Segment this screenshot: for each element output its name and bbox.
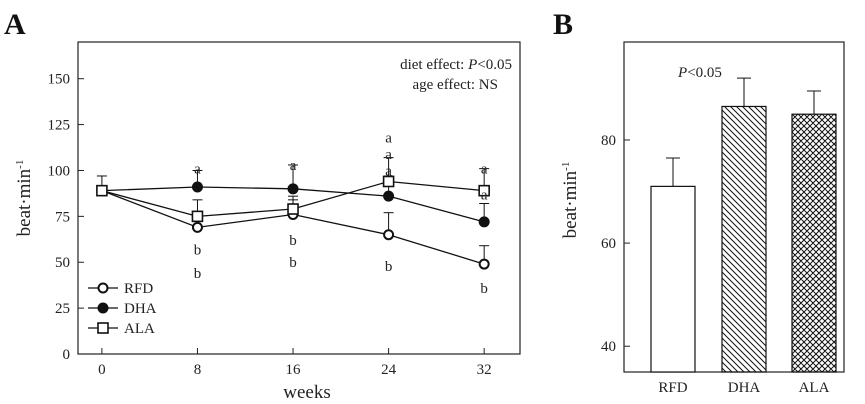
y-tick-label: 150 <box>48 72 71 88</box>
significance-letter: b <box>385 259 393 275</box>
series-rfd <box>101 190 490 265</box>
data-point-rfd <box>191 221 203 233</box>
panel-b-label: B <box>553 8 573 41</box>
significance-letter: b <box>194 242 202 258</box>
y-tick-label: 100 <box>48 163 71 179</box>
x-tick-label: 16 <box>286 362 302 378</box>
y-axis-title-a: beat·min-1 <box>14 160 35 237</box>
data-point-ala <box>191 210 204 223</box>
legend-label-ala: ALA <box>124 321 155 337</box>
x-tick-label: 24 <box>381 362 397 378</box>
significance-letter: a <box>481 162 488 178</box>
x-axis-a: 0 8 16 24 32 <box>98 348 492 378</box>
legend-marker-dha <box>97 302 109 314</box>
data-point-ala <box>96 184 108 197</box>
legend-marker-rfd <box>97 282 109 294</box>
plot-frame-a <box>77 41 521 355</box>
diet-effect-annotation: diet effect: P<0.05 <box>400 57 512 73</box>
y-tick-label-b: 60 <box>601 236 616 252</box>
data-point-rfd <box>383 229 395 241</box>
data-point-dha <box>383 190 395 202</box>
bar-chart-panel-b: 40 60 80 RFD DHA ALA P<0.05 beat·min-1 <box>560 41 845 396</box>
data-point-ala <box>287 203 299 215</box>
data-point-dha <box>287 183 299 195</box>
data-point-dha <box>191 181 203 193</box>
y-tick-label: 75 <box>55 209 70 225</box>
legend-a: RFD DHA ALA <box>88 281 157 337</box>
x-tick-label: 32 <box>477 362 492 378</box>
significance-letter: a <box>481 187 488 203</box>
panel-a-label: A <box>4 8 26 41</box>
data-point-rfd <box>478 258 490 270</box>
data-point-ala <box>382 175 395 188</box>
x-axis-b: RFD DHA ALA <box>658 380 829 396</box>
bar-ala <box>791 113 837 373</box>
bar-rfd <box>650 185 696 373</box>
series-group-a <box>96 157 490 270</box>
significance-letter: b <box>289 233 297 249</box>
bar-dha <box>721 105 767 373</box>
significance-letter: a <box>385 147 392 163</box>
x-axis-title-a: weeks <box>283 382 330 403</box>
bars-b <box>650 77 837 373</box>
y-tick-label: 125 <box>48 118 71 134</box>
significance-letter: a <box>290 158 297 174</box>
y-axis-title-b: beat·min-1 <box>560 162 581 239</box>
significance-letter: a <box>385 130 392 146</box>
significance-letter: a <box>385 163 392 179</box>
legend-label-rfd: RFD <box>124 281 153 297</box>
age-effect-annotation: age effect: NS <box>412 77 498 93</box>
legend-marker-ala <box>97 322 109 334</box>
y-tick-label: 25 <box>55 301 70 317</box>
data-point-ala <box>478 184 490 197</box>
significance-letter: b <box>480 281 488 297</box>
x-tick-label-b: DHA <box>728 380 761 396</box>
x-tick-label-b: RFD <box>658 380 687 396</box>
y-tick-label: 0 <box>63 347 71 363</box>
y-tick-label-b: 80 <box>601 133 616 149</box>
x-tick-label: 0 <box>98 362 106 378</box>
y-tick-label-b: 40 <box>601 339 616 355</box>
significance-letter: a <box>194 162 201 178</box>
x-tick-label: 8 <box>194 362 202 378</box>
y-axis-b: 40 60 80 <box>601 133 630 355</box>
significance-letter: b <box>194 266 202 282</box>
significance-letter: b <box>289 255 297 271</box>
y-tick-label: 50 <box>55 255 70 271</box>
markers-ala <box>96 175 490 223</box>
y-axis-a: 0 25 50 75 100 125 150 <box>48 72 84 363</box>
data-point-dha <box>478 216 490 228</box>
p-value-annotation-b: P<0.05 <box>677 65 722 81</box>
x-tick-label-b: ALA <box>799 380 830 396</box>
legend-label-dha: DHA <box>124 301 157 317</box>
